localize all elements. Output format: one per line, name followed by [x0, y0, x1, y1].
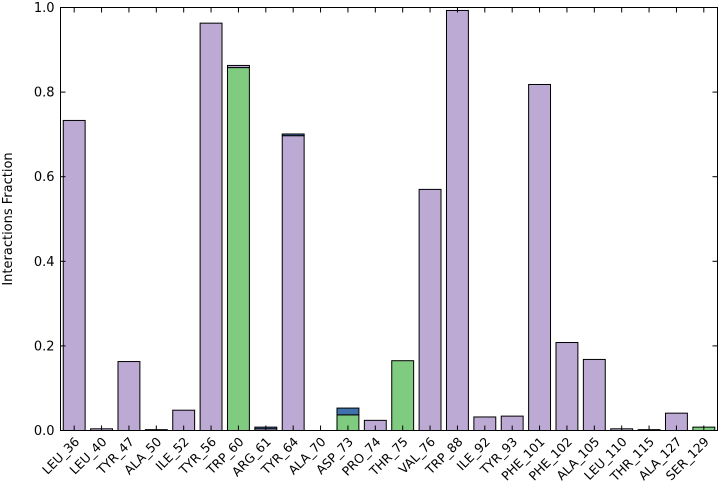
y-tick-label: 0.0 — [34, 424, 55, 439]
y-tick-label: 0.6 — [34, 170, 55, 185]
bar-trp-60-series-1 — [226, 64, 250, 69]
bar-asp-73-series-2 — [336, 407, 360, 416]
bar-leu-36-series-1 — [62, 119, 86, 431]
bar-tyr-64-series-2 — [281, 133, 305, 137]
bar-ala-105-series-1 — [582, 358, 606, 431]
bar-trp-60-series-0 — [226, 67, 250, 431]
bar-tyr-47-series-1 — [117, 361, 141, 431]
bar-thr-75-series-0 — [391, 360, 415, 432]
bar-tyr-56-series-1 — [199, 22, 223, 432]
plot-area-frame — [60, 7, 718, 431]
y-tick-label: 0.2 — [34, 339, 55, 354]
y-tick-label: 0.4 — [34, 255, 55, 270]
bar-phe-101-series-1 — [528, 83, 552, 432]
bar-tyr-64-series-1 — [281, 135, 305, 431]
y-axis: 0.0 0.2 0.4 0.6 0.8 1.0 — [34, 1, 718, 439]
bar-trp-88-series-1 — [445, 9, 469, 432]
y-tick-label: 1.0 — [34, 1, 55, 16]
y-tick-label: 0.8 — [34, 86, 55, 101]
bars-layer — [62, 9, 716, 432]
y-axis-title: Interactions Fraction — [1, 152, 16, 285]
bar-val-76-series-1 — [418, 188, 442, 431]
bar-phe-102-series-1 — [555, 342, 579, 431]
